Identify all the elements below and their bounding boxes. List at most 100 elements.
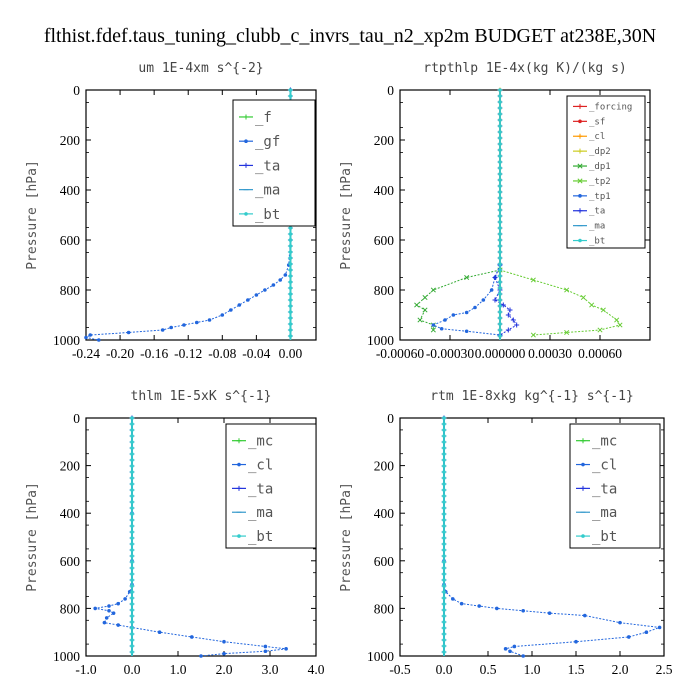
legend-marker: [236, 438, 242, 444]
series-marker: [207, 318, 212, 322]
legend-box: [232, 99, 316, 227]
series-marker: [102, 620, 107, 625]
x-tick-label: 4.0: [308, 662, 325, 677]
series-marker: [464, 329, 469, 334]
series-marker: [288, 304, 293, 308]
series-marker: [564, 329, 570, 336]
legend-label: _cl: [589, 132, 605, 142]
series-marker: [130, 650, 134, 654]
series-marker: [222, 651, 226, 656]
series-marker: [498, 202, 502, 206]
series-marker: [130, 614, 134, 618]
series-marker: [130, 524, 134, 528]
series-marker: [116, 623, 120, 627]
series-marker: [288, 334, 293, 338]
legend: _forcing _sf _cl _dp2 _dp1 _tp2 _tp1 _ta _ma _bt: [566, 95, 646, 249]
legend: _f _gf _ta _ma _bt: [232, 99, 316, 227]
series-marker: [498, 172, 502, 176]
series-marker: [130, 566, 134, 570]
chart-panel-2: rtpthlp 1E-4x(kg K)/(kg s) Pressure [hPa]…: [339, 61, 651, 361]
series-marker: [288, 274, 293, 278]
series-marker: [442, 536, 446, 540]
y-tick-label: 800: [374, 601, 395, 616]
series-marker: [443, 318, 447, 322]
series-marker: [442, 602, 446, 606]
series-marker: [130, 554, 134, 558]
series-marker: [288, 262, 293, 266]
series-marker: [130, 482, 134, 486]
series-marker: [498, 106, 502, 110]
legend-marker: [577, 148, 583, 154]
x-tick-label: 0.0: [124, 662, 141, 677]
series-marker: [431, 323, 436, 327]
series-marker: [498, 100, 502, 104]
series-marker: [498, 118, 502, 122]
series-marker: [514, 322, 520, 328]
series-marker: [130, 440, 134, 444]
series-marker: [498, 208, 502, 212]
series-marker: [284, 647, 288, 651]
plot-frame: [85, 89, 317, 341]
series-marker: [498, 88, 502, 92]
series-marker: [512, 644, 517, 649]
y-axis-label: Pressure [hPa]: [25, 482, 40, 592]
chart-panel-1: um 1E-4xm s^{-2} Pressure [hPa] 0 200 400 600…: [25, 61, 317, 361]
legend-marker: [243, 114, 249, 120]
series-marker: [580, 294, 586, 301]
y-tick-label: 600: [60, 233, 81, 248]
series-marker: [442, 524, 446, 528]
series-marker: [498, 154, 502, 158]
series-marker: [464, 274, 470, 281]
series-line: [432, 264, 501, 336]
series-marker: [442, 548, 446, 552]
y-tick-label: 1000: [367, 649, 394, 664]
legend-marker: [236, 485, 242, 491]
series-marker: [505, 312, 511, 318]
legend-marker: [580, 438, 586, 444]
legend-box: [569, 423, 661, 549]
x-tick-label: 2.0: [216, 662, 233, 677]
series-marker: [498, 160, 502, 164]
series-marker: [130, 578, 134, 582]
series-marker: [498, 268, 502, 272]
series-marker: [442, 638, 446, 642]
series-marker: [498, 226, 502, 230]
series-line: [415, 269, 501, 330]
series-marker: [442, 470, 446, 474]
y-tick-label: 600: [374, 554, 395, 569]
series-marker: [618, 620, 622, 625]
series-marker: [96, 338, 101, 342]
series-ta: [492, 262, 520, 338]
y-tick-label: 800: [60, 601, 81, 616]
series-marker: [451, 313, 456, 317]
series-marker: [288, 268, 293, 272]
legend-marker: [581, 462, 585, 467]
series-marker: [130, 608, 134, 612]
series-marker: [288, 238, 293, 242]
series-marker: [130, 602, 134, 606]
legend-label: _f: [255, 110, 272, 126]
series-marker: [271, 283, 276, 287]
series-marker: [510, 317, 516, 323]
x-tick-label: -0.00060: [376, 346, 425, 361]
series-marker: [442, 578, 446, 582]
series-marker: [498, 334, 502, 338]
series-marker: [498, 256, 502, 260]
y-tick-label: 0: [73, 83, 80, 98]
legend-marker: [244, 139, 248, 143]
series-marker: [498, 328, 502, 332]
legend-label: _bt: [589, 237, 605, 247]
y-tick-label: 0: [387, 83, 394, 98]
series-marker: [442, 488, 446, 492]
x-tick-label: -0.08: [208, 346, 236, 361]
y-tick-label: 0: [73, 411, 80, 426]
series-marker: [254, 293, 259, 297]
series-marker: [288, 280, 293, 284]
legend-label: _cl: [248, 458, 273, 474]
series-marker: [130, 506, 134, 510]
y-tick-label: 0: [387, 411, 394, 426]
series-marker: [498, 184, 502, 188]
series-marker: [278, 278, 283, 282]
legend-marker: [577, 133, 583, 139]
